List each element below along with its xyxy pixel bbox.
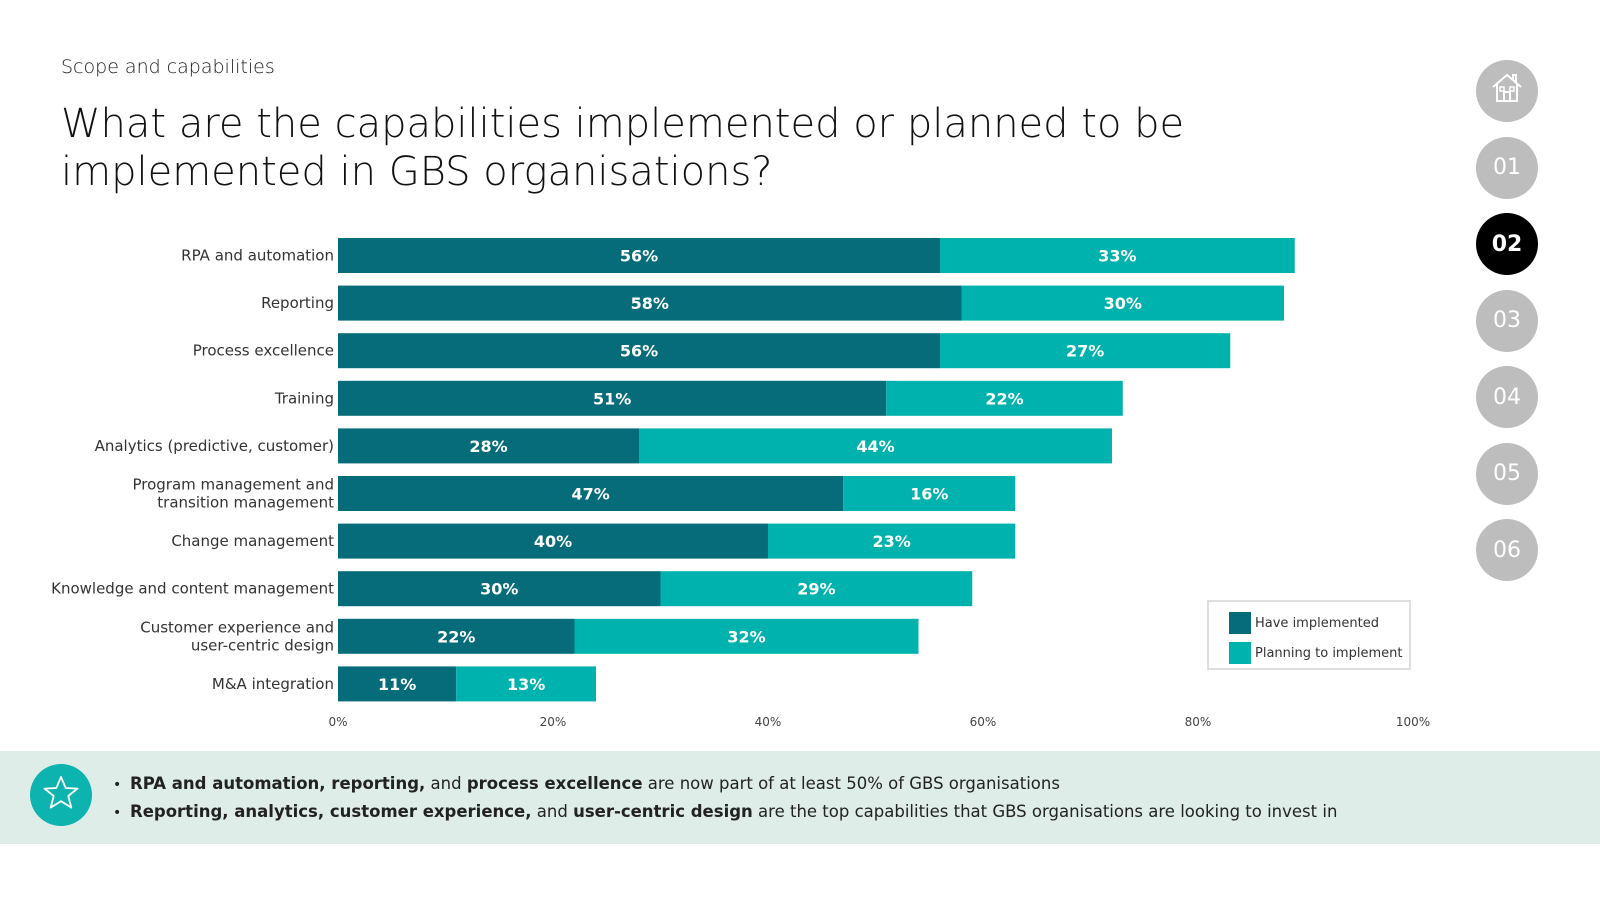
stacked-bar-chart: RPA and automation 56% 33% Reporting 58% 30% P…	[51, 238, 1430, 729]
bar-value-label: 51%	[593, 389, 631, 408]
category-label: transition management	[157, 494, 334, 512]
bar-implemented	[338, 571, 661, 607]
finding-text: and	[531, 802, 574, 821]
bar-planning	[456, 666, 596, 702]
category-label: user-centric design	[191, 636, 334, 654]
x-tick-label: 60%	[970, 715, 997, 729]
bar-implemented	[338, 380, 887, 416]
section-label: Scope and capabilities	[61, 56, 275, 78]
bar-planning	[886, 380, 1123, 416]
finding-emphasis: user-centric design	[573, 802, 753, 821]
bar-implemented	[338, 238, 940, 273]
bar-value-label: 58%	[631, 294, 669, 313]
legend-swatch-planning	[1229, 642, 1251, 664]
home-button[interactable]	[1476, 60, 1538, 122]
bar-value-label: 40%	[534, 532, 572, 551]
bar-implemented	[338, 333, 940, 369]
category-label: M&A integration	[212, 675, 334, 693]
finding-text: and	[425, 774, 467, 793]
nav-section-02[interactable]: 02	[1476, 213, 1538, 275]
bar-value-label: 23%	[872, 532, 910, 551]
legend-label-planning: Planning to implement	[1255, 645, 1403, 661]
bar-implemented	[338, 666, 457, 702]
nav-section-06[interactable]: 06	[1476, 519, 1538, 581]
category-label: Process excellence	[193, 342, 334, 360]
home-icon	[1489, 70, 1525, 112]
bar-value-label: 47%	[571, 485, 609, 504]
bar-value-label: 56%	[620, 247, 658, 266]
page-title: What are the capabilities implemented or…	[61, 101, 1185, 195]
legend-label-implemented: Have implemented	[1255, 615, 1379, 631]
category-label: Analytics (predictive, customer)	[95, 437, 334, 455]
x-tick-label: 20%	[540, 715, 567, 729]
finding-emphasis: process excellence	[466, 774, 643, 793]
bar-implemented	[338, 618, 575, 654]
bullet-dot: •	[113, 777, 122, 793]
bar-planning	[843, 476, 1016, 511]
bar-planning	[768, 523, 1016, 559]
bar-value-label: 30%	[1104, 294, 1142, 313]
chart-legend: Have implemented Planning to implement	[1207, 600, 1411, 670]
bar-value-label: 33%	[1098, 247, 1136, 266]
bar-value-label: 28%	[469, 437, 507, 456]
bar-value-label: 16%	[910, 485, 948, 504]
x-tick-label: 100%	[1396, 715, 1430, 729]
finding-text: are now part of at least 50% of GBS orga…	[642, 774, 1060, 793]
bar-planning	[639, 428, 1112, 464]
key-finding-item: • Reporting, analytics, customer experien…	[113, 798, 1337, 826]
key-findings: • RPA and automation, reporting, and proc…	[113, 770, 1337, 826]
category-label: Program management and	[132, 476, 334, 494]
finding-emphasis: RPA and automation, reporting,	[130, 774, 426, 793]
bar-planning	[660, 571, 973, 607]
bar-planning	[940, 333, 1231, 369]
star-badge	[30, 764, 92, 826]
bar-value-label: 27%	[1066, 342, 1104, 361]
bar-value-label: 32%	[727, 627, 765, 646]
x-tick-label: 40%	[755, 715, 782, 729]
legend-swatch-implemented	[1229, 612, 1251, 634]
category-label: Reporting	[261, 294, 334, 312]
category-label: RPA and automation	[181, 247, 334, 265]
bar-value-label: 13%	[507, 675, 545, 694]
footer-panel	[0, 751, 1600, 844]
bar-value-label: 22%	[985, 389, 1023, 408]
star-icon	[41, 773, 81, 817]
bullet-dot: •	[113, 805, 122, 821]
legend-item-planning: Planning to implement	[1229, 642, 1402, 664]
x-tick-label: 0%	[328, 715, 347, 729]
nav-section-04[interactable]: 04	[1476, 366, 1538, 428]
bar-value-label: 56%	[620, 342, 658, 361]
nav-section-03[interactable]: 03	[1476, 289, 1538, 352]
category-label: Training	[274, 389, 334, 407]
bar-implemented	[338, 476, 844, 511]
bar-value-label: 44%	[856, 437, 894, 456]
finding-text: are the top capabilities that GBS organi…	[752, 802, 1338, 821]
bar-value-label: 29%	[797, 580, 835, 599]
nav-section-01[interactable]: 01	[1476, 136, 1538, 199]
legend-item-implemented: Have implemented	[1229, 612, 1379, 634]
bar-value-label: 22%	[437, 627, 475, 646]
category-label: Customer experience and	[140, 618, 334, 636]
category-label: Change management	[171, 532, 334, 550]
bar-planning	[961, 285, 1284, 321]
key-finding-item: • RPA and automation, reporting, and proc…	[113, 770, 1337, 798]
bar-implemented	[338, 428, 639, 464]
bar-planning	[574, 618, 919, 654]
bar-value-label: 30%	[480, 580, 518, 599]
bar-planning	[940, 238, 1295, 273]
category-label: Knowledge and content management	[51, 580, 334, 598]
nav-section-05[interactable]: 05	[1476, 442, 1538, 505]
section-nav: 01 02 03 04 05 06	[1476, 60, 1538, 596]
x-tick-label: 80%	[1185, 715, 1212, 729]
bar-value-label: 11%	[378, 675, 416, 694]
bar-implemented	[338, 285, 962, 321]
finding-emphasis: Reporting, analytics, customer experienc…	[130, 802, 532, 821]
bar-implemented	[338, 523, 768, 559]
